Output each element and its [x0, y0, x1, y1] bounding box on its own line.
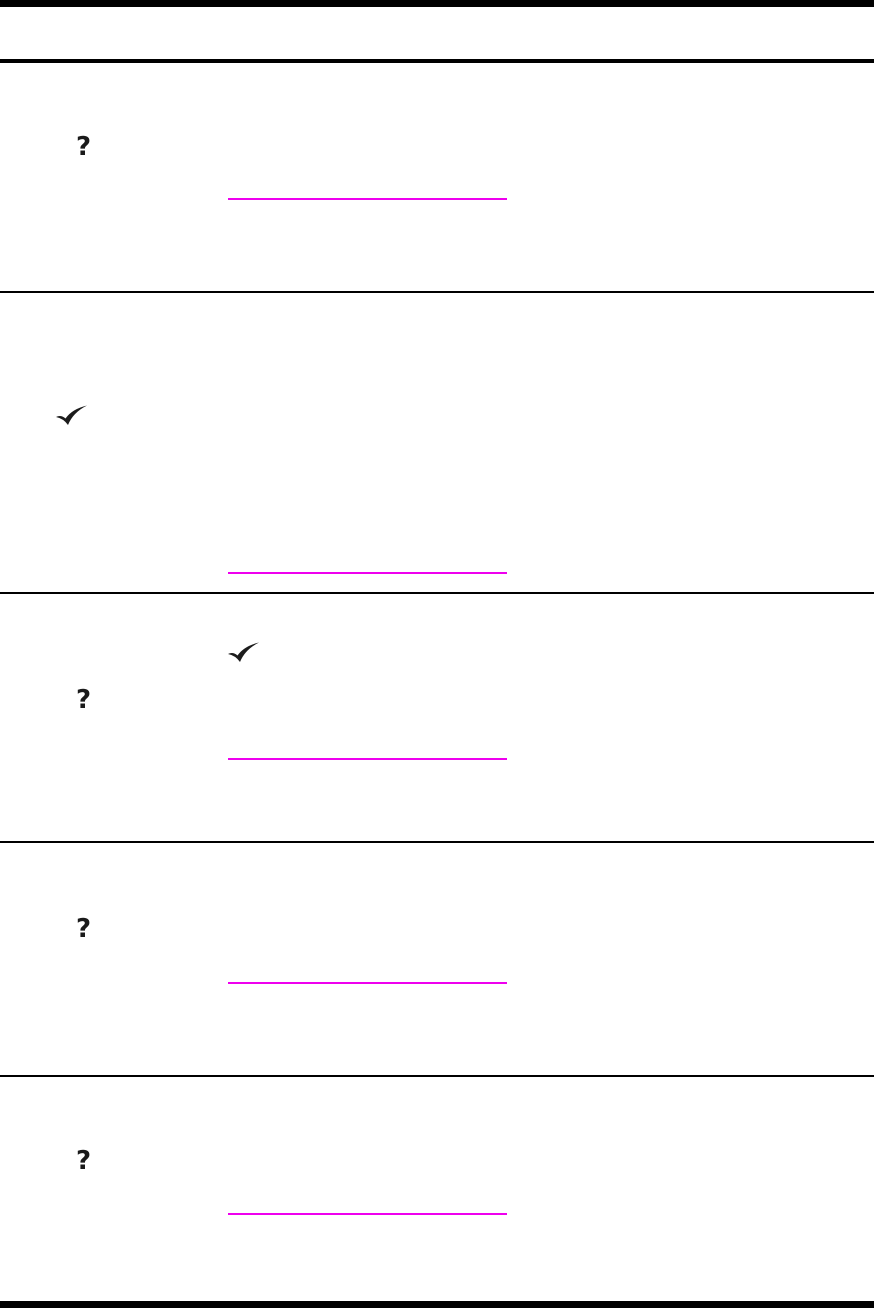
section-divider [0, 291, 874, 293]
hyperlink-underline[interactable] [228, 982, 507, 984]
question-mark-icon: ? [76, 132, 92, 162]
section-divider [0, 841, 874, 843]
hyperlink-underline[interactable] [228, 758, 507, 760]
top-bar [0, 0, 874, 7]
hyperlink-underline[interactable] [228, 198, 507, 200]
question-mark-icon: ? [76, 685, 92, 715]
header-rule [0, 59, 874, 63]
hyperlink-underline[interactable] [228, 572, 507, 574]
checkmark-icon [54, 404, 88, 426]
question-mark-icon: ? [76, 1146, 92, 1176]
section-divider [0, 1075, 874, 1077]
question-mark-icon: ? [76, 914, 92, 944]
checkmark-icon [226, 641, 260, 663]
hyperlink-underline[interactable] [228, 1213, 507, 1215]
bottom-bar [0, 1301, 874, 1308]
section-divider [0, 592, 874, 594]
